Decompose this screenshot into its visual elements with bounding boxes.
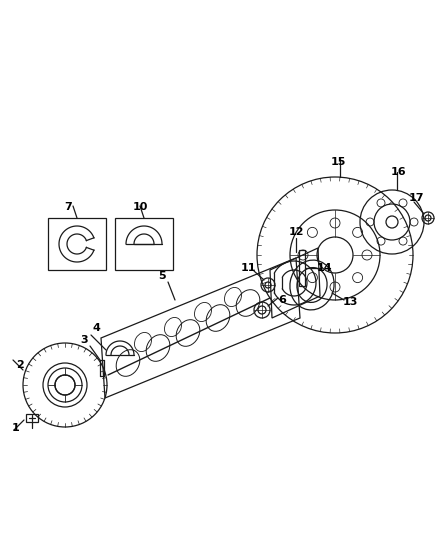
Text: 3: 3 — [80, 335, 88, 345]
Text: 7: 7 — [64, 202, 72, 212]
Bar — [299, 250, 305, 286]
Text: 2: 2 — [16, 360, 24, 370]
Text: 16: 16 — [390, 167, 406, 177]
Bar — [115, 218, 173, 270]
Bar — [48, 218, 106, 270]
Text: 6: 6 — [278, 295, 286, 305]
Text: 15: 15 — [330, 157, 346, 167]
Text: 14: 14 — [317, 263, 333, 273]
Bar — [26, 414, 38, 422]
Text: 17: 17 — [408, 193, 424, 203]
Text: 12: 12 — [288, 227, 304, 237]
Text: 10: 10 — [132, 202, 148, 212]
Text: 11: 11 — [240, 263, 256, 273]
Text: 4: 4 — [92, 323, 100, 333]
Circle shape — [55, 375, 75, 395]
Text: 5: 5 — [158, 271, 166, 281]
Text: 13: 13 — [343, 297, 358, 307]
Text: 1: 1 — [12, 423, 20, 433]
